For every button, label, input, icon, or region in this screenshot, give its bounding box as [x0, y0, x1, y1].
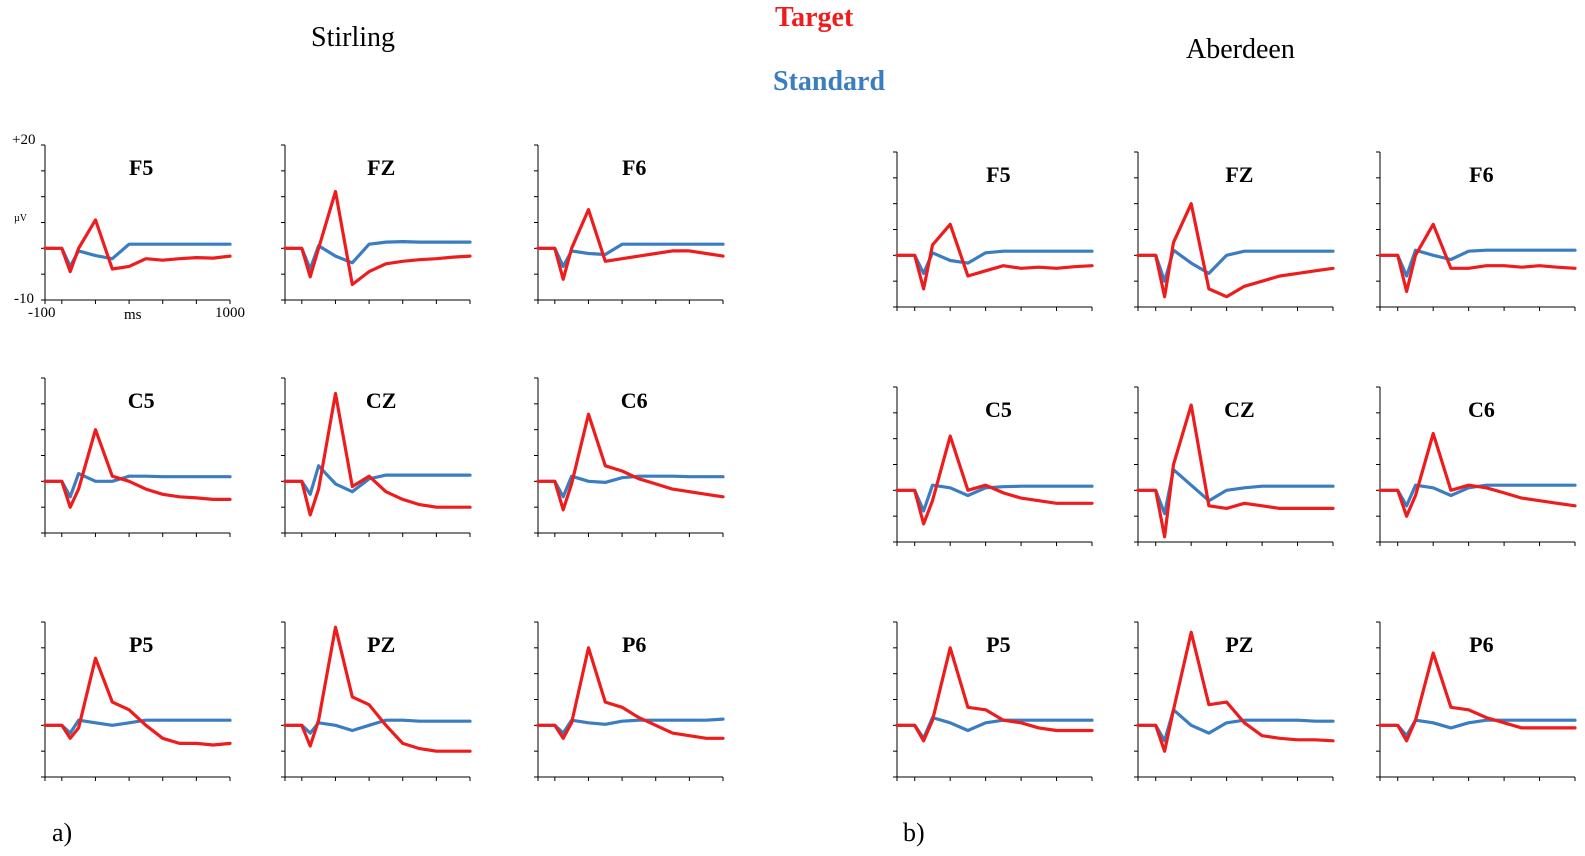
channel-panel-p6: P6 [1376, 621, 1577, 781]
standard-line-cz [283, 464, 472, 496]
target-line-p5 [43, 656, 232, 747]
channel-label-p5: P5 [129, 632, 153, 657]
channel-label-p6: P6 [622, 632, 646, 657]
channel-label-c5: C5 [128, 388, 155, 413]
target-line-f5 [43, 218, 232, 274]
target-line-c5 [895, 434, 1094, 526]
target-line-f5 [895, 222, 1094, 291]
channel-panel-c5: C5 [41, 377, 232, 537]
target-line-pz [283, 625, 472, 753]
standard-line-pz [283, 718, 472, 735]
legend-standard: Standard [773, 66, 886, 97]
standard-line-pz [1136, 708, 1335, 743]
target-line-f6 [536, 208, 725, 281]
target-line-p6 [536, 646, 725, 740]
channel-panel-pz: PZ [1134, 621, 1335, 781]
standard-line-p6 [536, 717, 725, 735]
channel-label-cz: CZ [366, 388, 397, 413]
y-max-label: +20 [12, 132, 36, 148]
channel-panel-c5: C5 [893, 386, 1094, 546]
standard-line-fz [283, 240, 472, 271]
standard-line-p6 [1378, 718, 1577, 738]
standard-line-cz [1136, 468, 1335, 516]
target-line-cz [283, 391, 472, 517]
y-unit-label: µV [14, 213, 27, 224]
channel-panel-cz: CZ [281, 377, 472, 537]
target-line-pz [1136, 630, 1335, 753]
channel-label-c6: C6 [1468, 397, 1495, 422]
x-unit-label: ms [124, 307, 142, 323]
channel-panel-f6: F6 [1376, 151, 1577, 311]
legend-target: Target [775, 2, 854, 33]
target-line-p6 [1378, 651, 1577, 743]
channel-label-f6: F6 [1469, 162, 1493, 187]
channel-panel-c6: C6 [534, 377, 725, 537]
channel-label-f5: F5 [129, 155, 153, 180]
channel-panel-p5: P5 [893, 621, 1094, 781]
panel-label-a: a) [52, 818, 73, 847]
channel-label-fz: FZ [367, 155, 395, 180]
standard-line-fz [1136, 248, 1335, 283]
channel-label-c5: C5 [985, 397, 1012, 422]
stirling-title: Stirling [311, 22, 396, 53]
y-min-label: -10 [14, 291, 34, 307]
panel-label-b: b) [903, 818, 925, 847]
channel-panel-p5: P5 [41, 621, 232, 781]
channel-panel-f5: F5 [41, 144, 232, 304]
target-line-fz [1136, 202, 1335, 299]
target-line-f6 [1378, 222, 1577, 294]
channel-label-p5: P5 [986, 632, 1010, 657]
target-line-fz [283, 189, 472, 287]
channel-panel-f6: F6 [534, 144, 725, 304]
x-min-label: -100 [28, 305, 56, 321]
target-line-c6 [536, 412, 725, 512]
channel-label-pz: PZ [1225, 632, 1253, 657]
target-line-c5 [43, 428, 232, 509]
channel-panel-f5: F5 [893, 151, 1094, 311]
channel-label-f6: F6 [622, 155, 646, 180]
target-line-c6 [1378, 431, 1577, 518]
channel-label-cz: CZ [1224, 397, 1255, 422]
channel-panel-pz: PZ [281, 621, 472, 781]
target-line-cz [1136, 403, 1335, 539]
channel-label-f5: F5 [986, 162, 1010, 187]
channel-label-pz: PZ [367, 632, 395, 657]
target-line-p5 [895, 646, 1094, 743]
channel-panel-fz: FZ [1134, 151, 1335, 311]
standard-line-c6 [1378, 483, 1577, 508]
standard-line-f5 [895, 249, 1094, 275]
channel-label-p6: P6 [1469, 632, 1493, 657]
channel-panel-c6: C6 [1376, 386, 1577, 546]
channel-label-fz: FZ [1225, 162, 1253, 187]
channel-panel-p6: P6 [534, 621, 725, 781]
aberdeen-title: Aberdeen [1186, 34, 1295, 65]
x-max-label: 1000 [215, 305, 245, 321]
standard-line-c6 [536, 474, 725, 499]
standard-line-c5 [895, 483, 1094, 513]
channel-panel-cz: CZ [1134, 386, 1335, 546]
standard-line-f5 [43, 242, 232, 268]
standard-line-f6 [1378, 248, 1577, 278]
standard-line-c5 [43, 472, 232, 499]
channel-panel-fz: FZ [281, 144, 472, 304]
channel-label-c6: C6 [621, 388, 648, 413]
standard-line-f6 [536, 242, 725, 268]
standard-line-p5 [43, 718, 232, 735]
